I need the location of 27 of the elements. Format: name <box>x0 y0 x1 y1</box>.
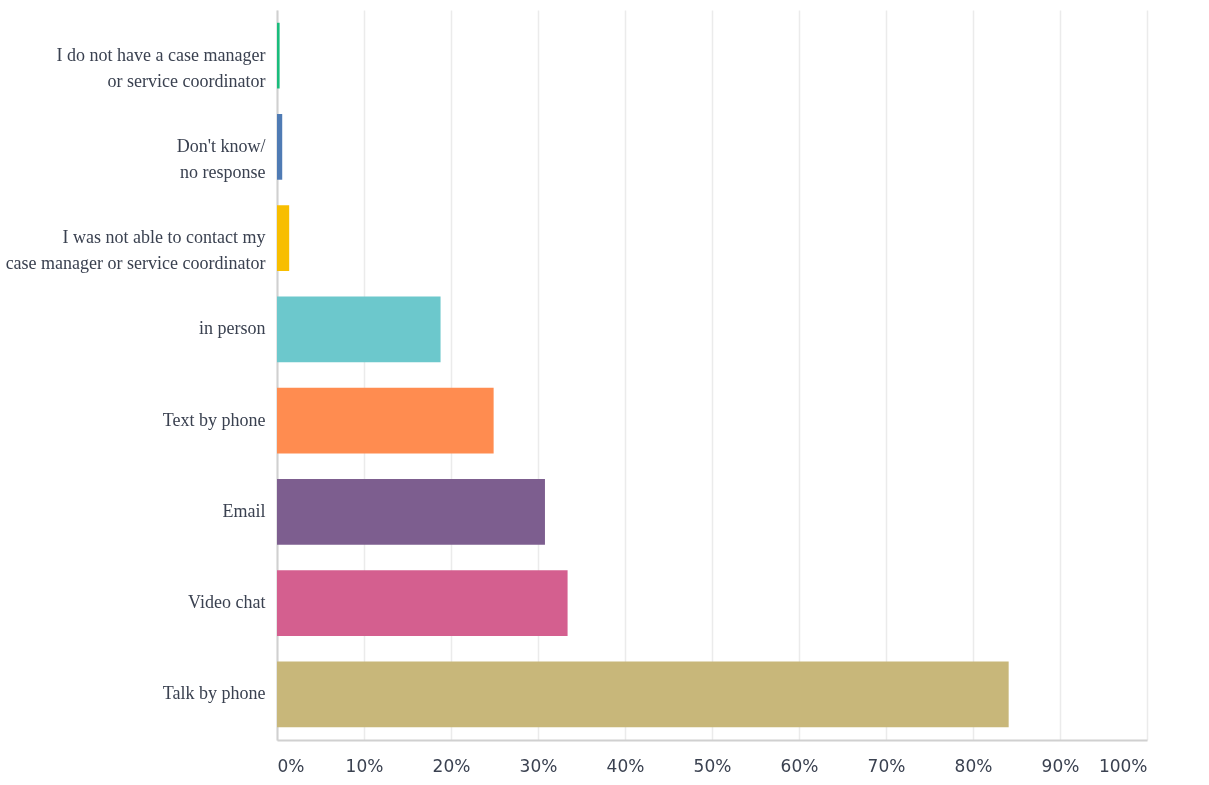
x-tick-label: 90% <box>1041 755 1080 776</box>
x-tick-label: 40% <box>606 755 645 776</box>
y-tick-label: I do not have a case manager or service coordinator <box>56 44 266 91</box>
y-tick-label: Email <box>222 500 266 521</box>
x-tick-label: 80% <box>954 755 993 776</box>
bar <box>277 387 494 454</box>
y-tick-label: Video chat <box>188 592 266 613</box>
y-tick-label: Talk by phone <box>162 683 266 704</box>
x-tick-label: 10% <box>345 755 384 776</box>
bar <box>277 205 290 271</box>
y-tick-label: Text by phone <box>162 409 266 430</box>
y-tick-label: Don't know/ no response <box>176 135 266 182</box>
x-tick-label: 60% <box>780 755 819 776</box>
bar <box>277 479 545 545</box>
x-tick-label: 0% <box>277 755 305 776</box>
x-tick-label: 30% <box>519 755 558 776</box>
x-tick-label: 70% <box>867 755 906 776</box>
x-tick-label: 100% <box>1098 755 1148 776</box>
y-tick-label: in person <box>199 318 266 339</box>
bar <box>277 661 1009 728</box>
bar <box>277 296 441 363</box>
bar <box>277 570 568 636</box>
x-tick-label: 20% <box>432 755 471 776</box>
x-tick-label: 50% <box>693 755 732 776</box>
y-tick-label: I was not able to contact my case manager or service coordinator <box>5 227 266 274</box>
bar <box>277 114 283 180</box>
bar <box>277 22 280 89</box>
